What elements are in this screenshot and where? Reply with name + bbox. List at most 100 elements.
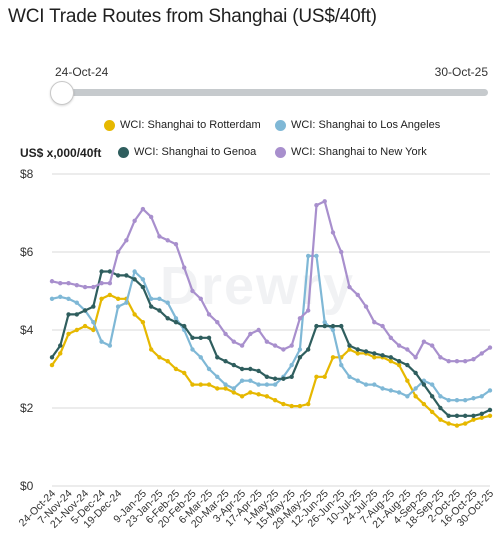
data-point: [355, 378, 360, 383]
data-point: [421, 339, 427, 344]
data-point: [305, 347, 311, 352]
data-point: [140, 284, 146, 290]
data-point: [289, 362, 294, 368]
data-point: [190, 382, 195, 387]
data-point: [322, 320, 327, 325]
data-point: [264, 382, 270, 387]
data-point: [305, 253, 311, 259]
data-point: [372, 320, 377, 325]
data-point: [405, 378, 410, 383]
y-tick-label: $4: [20, 323, 34, 337]
data-point: [479, 415, 484, 420]
data-point: [330, 323, 336, 329]
data-point: [107, 281, 113, 286]
data-point: [74, 327, 79, 333]
data-point: [380, 323, 385, 329]
data-point: [157, 234, 162, 239]
data-point: [173, 366, 179, 372]
data-point: [446, 398, 451, 403]
data-point: [413, 355, 418, 360]
data-point: [297, 347, 303, 352]
data-point: [330, 327, 336, 333]
data-point: [405, 347, 410, 352]
data-point: [363, 304, 369, 309]
legend-label: WCI: Shanghai to New York: [291, 146, 427, 158]
data-point: [396, 343, 402, 348]
data-point: [248, 390, 253, 395]
data-point: [157, 355, 162, 360]
legend-item-los-angeles[interactable]: WCI: Shanghai to Los Angeles: [275, 119, 440, 131]
data-point: [388, 335, 394, 340]
data-point: [380, 353, 385, 358]
data-point: [58, 294, 63, 300]
data-point: [272, 398, 278, 403]
data-point: [231, 339, 237, 344]
data-point: [58, 343, 63, 348]
date-range-slider-track[interactable]: [62, 89, 488, 96]
data-point: [446, 421, 451, 426]
data-point: [413, 394, 418, 399]
data-point: [231, 386, 237, 391]
data-point: [148, 296, 154, 301]
date-range-slider-handle[interactable]: [50, 81, 74, 105]
data-point: [190, 288, 195, 294]
series-line: [51, 200, 491, 363]
data-point: [429, 382, 435, 387]
data-point: [66, 281, 71, 286]
data-point: [165, 300, 170, 305]
data-point: [355, 347, 360, 352]
data-point: [264, 374, 270, 379]
data-point: [182, 265, 187, 270]
data-point: [463, 398, 468, 403]
legend-item-rotterdam[interactable]: WCI: Shanghai to Rotterdam: [104, 119, 261, 131]
y-tick-label: $0: [20, 479, 34, 493]
data-point: [132, 218, 137, 223]
legend-dot-icon: [275, 146, 286, 158]
data-point: [91, 320, 96, 325]
data-point: [272, 376, 278, 381]
data-point: [463, 359, 468, 364]
data-point: [372, 355, 377, 360]
data-point: [330, 355, 336, 360]
legend-label: WCI: Shanghai to Los Angeles: [291, 119, 441, 131]
legend-label: WCI: Shanghai to Genoa: [134, 146, 257, 158]
legend-item-genoa[interactable]: WCI: Shanghai to Genoa: [118, 146, 256, 158]
data-point: [479, 351, 484, 356]
data-point: [281, 376, 286, 381]
data-point: [314, 374, 319, 379]
data-point: [454, 413, 460, 418]
data-point: [49, 279, 55, 284]
data-point: [248, 366, 253, 372]
data-point: [82, 284, 88, 290]
data-point: [49, 296, 55, 301]
data-point: [314, 323, 319, 329]
data-point: [347, 374, 352, 379]
data-point: [124, 300, 129, 305]
data-point: [429, 409, 435, 415]
data-point: [256, 392, 261, 397]
data-point: [198, 335, 203, 340]
data-point: [223, 386, 228, 391]
data-point: [66, 331, 71, 337]
data-point: [107, 292, 113, 298]
data-point: [256, 327, 261, 333]
data-point: [223, 331, 228, 337]
data-point: [124, 238, 129, 243]
data-point: [206, 366, 212, 372]
data-point: [148, 214, 154, 220]
data-point: [74, 282, 79, 288]
data-point: [173, 320, 179, 325]
data-point: [413, 386, 418, 391]
data-point: [289, 403, 294, 409]
data-point: [479, 394, 484, 399]
data-point: [91, 304, 96, 309]
data-point: [413, 370, 418, 376]
data-point: [471, 357, 476, 362]
data-point: [446, 359, 451, 364]
data-point: [132, 277, 137, 282]
legend-item-new-york[interactable]: WCI: Shanghai to New York: [275, 146, 427, 158]
data-point: [281, 347, 286, 352]
legend-dot-icon: [104, 119, 115, 131]
data-point: [454, 423, 460, 428]
data-point: [198, 382, 203, 387]
